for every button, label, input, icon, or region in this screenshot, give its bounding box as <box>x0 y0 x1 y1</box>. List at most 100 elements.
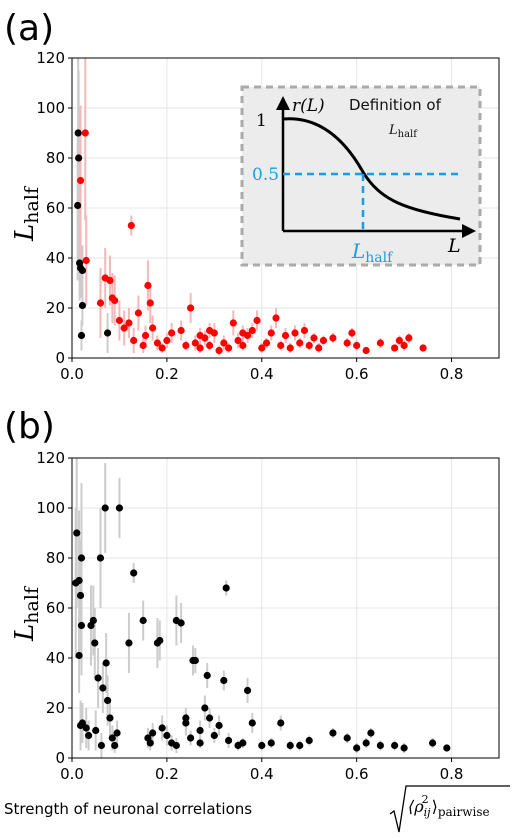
inset-title-symbol-main: L <box>388 123 398 138</box>
data-point <box>89 616 97 625</box>
data-point <box>156 636 164 645</box>
red-point <box>315 344 323 352</box>
red-point <box>405 334 413 342</box>
data-point <box>196 726 204 735</box>
red-point <box>76 176 85 185</box>
data-point <box>149 729 157 737</box>
red-point <box>191 339 199 347</box>
data-point <box>367 729 375 737</box>
red-point <box>362 346 370 355</box>
inset-title: Definition of <box>349 96 442 114</box>
panel-a-ylabel-sub: half <box>21 185 43 224</box>
panel-a-ticks: 0.0 0.2 0.4 0.6 0.8 0 20 40 60 80 100 120 <box>36 49 463 383</box>
x-tick-label: 0.8 <box>440 365 464 383</box>
x-tick-label: 0.6 <box>345 365 369 383</box>
red-point <box>220 339 228 347</box>
inset-title-symbol-sub: half <box>398 129 419 140</box>
x-tick-label: 0.2 <box>155 765 179 783</box>
red-point <box>215 346 223 355</box>
y-tick-label: 100 <box>36 499 65 517</box>
math-suffix: pairwise <box>438 805 490 819</box>
red-point <box>141 331 150 340</box>
y-tick-label: 60 <box>46 599 65 617</box>
data-point <box>76 591 85 600</box>
red-point <box>267 329 275 337</box>
red-point <box>205 326 214 335</box>
data-point <box>77 621 86 630</box>
data-point <box>191 656 199 665</box>
y-tick-label: 60 <box>46 199 65 217</box>
data-point <box>108 734 116 742</box>
panel-a-points <box>74 129 427 355</box>
math-sup: 2 <box>422 793 429 806</box>
red-point <box>395 336 403 345</box>
panel-b-plot: 0.0 0.2 0.4 0.6 0.8 0 20 40 60 80 100 120 <box>36 449 500 783</box>
red-point <box>343 339 351 347</box>
data-point <box>75 576 83 585</box>
red-point <box>139 341 147 350</box>
inset-level-half: 0.5 <box>252 165 279 185</box>
data-point <box>267 739 275 747</box>
red-point <box>120 324 128 332</box>
panel-b-ylabel: Lhalf <box>10 585 43 642</box>
red-point <box>248 326 256 335</box>
data-point <box>139 616 147 625</box>
y-tick-label: 120 <box>36 449 65 467</box>
data-point <box>329 729 337 737</box>
inset-box <box>240 85 482 267</box>
data-point <box>201 704 209 712</box>
data-point <box>99 684 107 692</box>
y-tick-label: 40 <box>46 649 65 667</box>
y-tick-label: 100 <box>36 99 65 117</box>
y-tick-label: 80 <box>46 149 65 167</box>
red-point <box>158 344 166 352</box>
inset-lhalf-main: L <box>351 239 365 263</box>
inset-curve <box>282 117 461 221</box>
x-tick-label: 0.4 <box>250 765 274 783</box>
red-point <box>353 341 361 350</box>
red-point <box>419 344 427 352</box>
red-point <box>258 344 266 352</box>
black-point <box>78 301 87 310</box>
panel-b-xlabel: Strength of neuronal correlations ⟨ρij2 ⟩… <box>4 785 510 833</box>
red-point <box>196 344 204 352</box>
data-point <box>215 721 223 730</box>
red-point <box>134 309 143 317</box>
data-point <box>82 724 90 732</box>
data-point <box>103 696 112 705</box>
red-point <box>130 336 138 345</box>
y-tick-label: 20 <box>46 299 65 317</box>
x-tick-label: 0.8 <box>440 765 464 783</box>
data-point <box>362 739 370 747</box>
red-point <box>229 319 237 327</box>
red-point <box>82 256 90 265</box>
red-point <box>81 129 89 137</box>
panel-b-xlabel-text: Strength of neuronal correlations <box>4 800 252 818</box>
x-tick-label: 0.0 <box>60 765 84 783</box>
black-point <box>78 266 87 275</box>
red-point <box>286 344 294 352</box>
red-point <box>177 326 185 335</box>
red-point <box>291 329 299 337</box>
red-point <box>187 304 195 312</box>
data-point <box>203 671 211 680</box>
data-point <box>75 651 83 660</box>
data-point <box>205 714 214 722</box>
red-point <box>153 339 161 347</box>
data-point <box>443 744 451 752</box>
data-point <box>224 736 233 745</box>
inset-y-axis-label: r(L) <box>292 96 325 116</box>
data-point <box>222 584 230 592</box>
sqrt-sign <box>389 785 510 833</box>
data-point <box>113 729 121 737</box>
data-point <box>428 739 437 747</box>
data-point <box>158 724 166 732</box>
x-tick-label: 0.4 <box>250 365 274 383</box>
inset-y-arrow <box>276 96 290 110</box>
data-point <box>73 529 81 537</box>
panel-a-ylabel: Lhalf <box>10 185 43 242</box>
data-point <box>96 554 105 562</box>
x-tick-label: 0.2 <box>155 365 179 383</box>
panel-b-grid <box>71 457 499 759</box>
data-point <box>125 639 133 647</box>
